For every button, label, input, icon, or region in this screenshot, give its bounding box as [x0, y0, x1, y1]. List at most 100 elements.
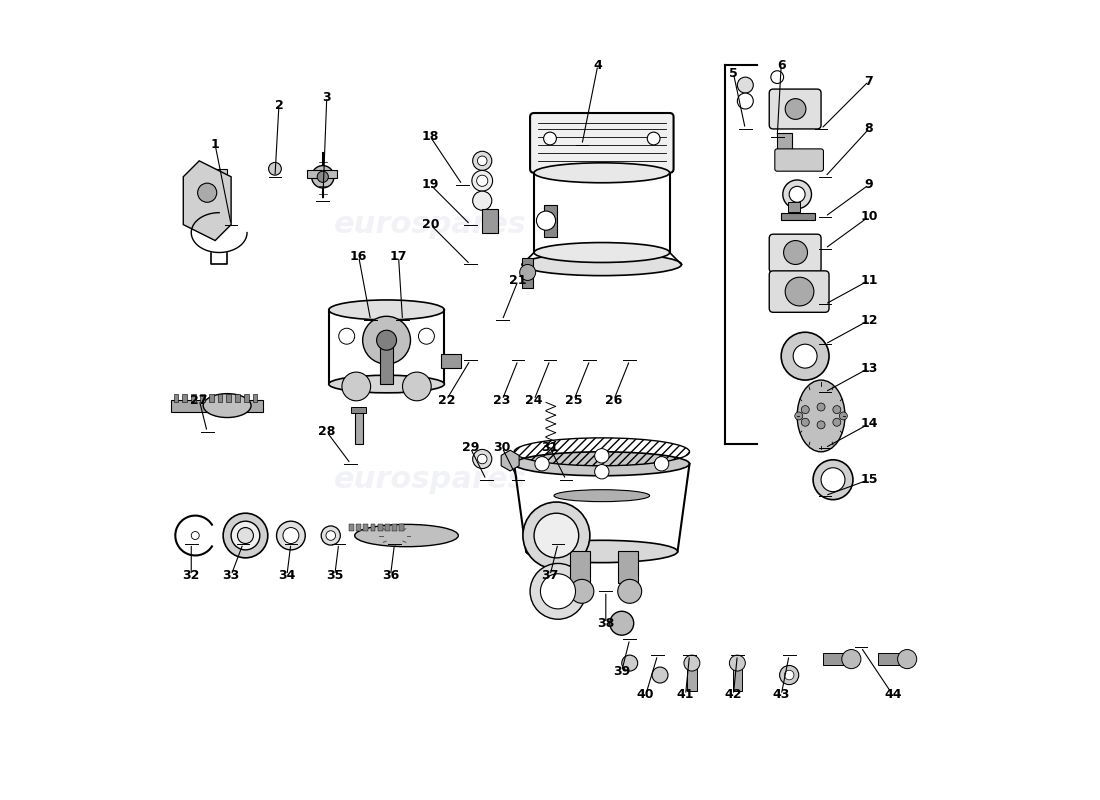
Circle shape [473, 151, 492, 170]
Text: 4: 4 [594, 58, 602, 72]
Bar [183, 394, 187, 402]
Text: 19: 19 [421, 178, 439, 191]
Circle shape [477, 156, 487, 166]
Text: 35: 35 [326, 569, 343, 582]
Text: 37: 37 [541, 569, 559, 582]
Ellipse shape [535, 242, 670, 262]
Ellipse shape [354, 524, 459, 546]
Circle shape [817, 403, 825, 411]
Bar [354, 410, 363, 444]
Circle shape [652, 667, 668, 683]
Text: 21: 21 [509, 274, 527, 287]
Circle shape [321, 526, 340, 545]
Circle shape [543, 132, 557, 145]
Bar [211, 169, 227, 201]
Circle shape [783, 241, 807, 265]
Circle shape [618, 579, 641, 603]
Bar [209, 394, 213, 402]
Text: 3: 3 [322, 90, 331, 103]
Text: 30: 30 [494, 442, 510, 454]
Text: 11: 11 [860, 274, 878, 287]
Text: 12: 12 [860, 314, 878, 326]
Circle shape [519, 265, 536, 281]
Circle shape [231, 521, 260, 550]
Ellipse shape [798, 380, 845, 452]
Ellipse shape [609, 611, 634, 635]
Circle shape [842, 650, 861, 669]
Bar [381, 340, 393, 384]
Bar [356, 524, 361, 530]
FancyBboxPatch shape [774, 149, 824, 171]
Bar [191, 394, 196, 402]
Bar [174, 394, 178, 402]
Bar [522, 258, 534, 288]
Text: 7: 7 [865, 74, 873, 88]
Text: 6: 6 [777, 58, 785, 72]
Text: 41: 41 [676, 689, 694, 702]
Bar [322, 170, 337, 178]
Text: 22: 22 [438, 394, 455, 406]
Circle shape [737, 93, 754, 109]
Text: 20: 20 [421, 218, 439, 231]
Text: 43: 43 [772, 689, 790, 702]
Text: 26: 26 [605, 394, 623, 406]
Text: 14: 14 [860, 418, 878, 430]
Text: 5: 5 [729, 66, 738, 80]
FancyBboxPatch shape [769, 89, 821, 129]
FancyBboxPatch shape [530, 113, 673, 173]
Text: 8: 8 [865, 122, 873, 135]
Circle shape [898, 650, 916, 669]
Circle shape [223, 514, 267, 558]
Circle shape [839, 412, 847, 420]
Text: 9: 9 [865, 178, 873, 191]
Circle shape [794, 412, 803, 420]
Text: 44: 44 [884, 689, 902, 702]
Ellipse shape [204, 394, 251, 418]
Bar [235, 394, 240, 402]
Circle shape [737, 77, 754, 93]
Circle shape [276, 521, 306, 550]
Ellipse shape [514, 452, 690, 476]
Circle shape [833, 418, 840, 426]
Polygon shape [172, 400, 263, 412]
Circle shape [342, 372, 371, 401]
Bar [200, 394, 205, 402]
Bar [377, 524, 383, 530]
Bar [352, 407, 366, 413]
Bar [781, 214, 815, 220]
Circle shape [833, 406, 840, 414]
Text: 2: 2 [275, 98, 284, 111]
Circle shape [535, 514, 579, 558]
Circle shape [813, 460, 852, 500]
Circle shape [647, 132, 660, 145]
Text: 28: 28 [318, 426, 336, 438]
Circle shape [785, 278, 814, 306]
Text: 40: 40 [637, 689, 654, 702]
Text: 18: 18 [421, 130, 439, 143]
Circle shape [403, 372, 431, 401]
Bar [349, 524, 354, 530]
Ellipse shape [376, 330, 396, 350]
Bar [371, 524, 375, 530]
Text: 13: 13 [860, 362, 878, 374]
Circle shape [771, 70, 783, 83]
Circle shape [801, 418, 810, 426]
Circle shape [621, 655, 638, 671]
Ellipse shape [522, 254, 682, 276]
Text: 38: 38 [597, 617, 615, 630]
Circle shape [476, 175, 487, 186]
Circle shape [530, 563, 586, 619]
Bar [244, 394, 249, 402]
Circle shape [783, 180, 812, 209]
Bar [879, 653, 908, 666]
Text: 31: 31 [541, 442, 559, 454]
Bar [399, 524, 404, 530]
Circle shape [784, 670, 794, 680]
Circle shape [780, 666, 799, 685]
Circle shape [311, 166, 334, 188]
Text: 10: 10 [860, 210, 878, 223]
Circle shape [570, 579, 594, 603]
Ellipse shape [363, 316, 410, 364]
Circle shape [198, 183, 217, 202]
FancyBboxPatch shape [769, 271, 829, 312]
